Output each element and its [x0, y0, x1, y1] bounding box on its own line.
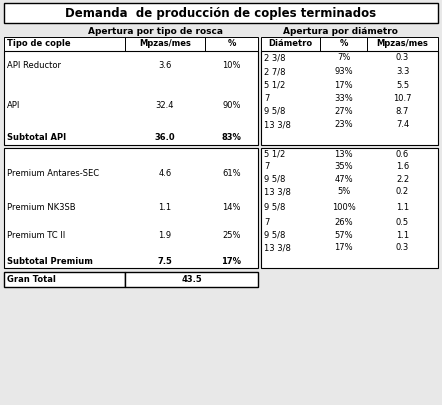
Text: 0.3: 0.3 [396, 53, 409, 62]
Text: 5 1/2: 5 1/2 [264, 81, 285, 90]
Text: 5.5: 5.5 [396, 81, 409, 90]
Text: 17%: 17% [334, 243, 353, 252]
Text: 2 7/8: 2 7/8 [264, 68, 286, 77]
Text: 2.2: 2.2 [396, 175, 409, 184]
Text: %: % [227, 40, 236, 49]
Text: 1.1: 1.1 [396, 230, 409, 239]
Text: Premium Antares-SEC: Premium Antares-SEC [7, 168, 99, 177]
Bar [4, 51, 258, 145]
Bar [261, 148, 438, 268]
Bar [125, 272, 258, 287]
Text: 0.2: 0.2 [396, 187, 409, 196]
Bar [261, 37, 320, 51]
Bar [367, 37, 438, 51]
Text: 3.3: 3.3 [396, 68, 409, 77]
Text: Demanda  de producción de coples terminados: Demanda de producción de coples terminad… [65, 6, 377, 19]
Text: 83%: 83% [221, 134, 241, 143]
Text: 33%: 33% [334, 94, 353, 103]
Text: Mpzas/mes: Mpzas/mes [377, 40, 428, 49]
Text: Premium TC II: Premium TC II [7, 230, 65, 239]
Text: 7: 7 [264, 218, 269, 227]
Text: 35%: 35% [334, 162, 353, 171]
Text: 7.5: 7.5 [157, 256, 172, 266]
Text: 7%: 7% [337, 53, 350, 62]
Text: 1.1: 1.1 [158, 202, 171, 211]
Text: 26%: 26% [334, 218, 353, 227]
Text: API: API [7, 100, 20, 109]
Text: 17%: 17% [334, 81, 353, 90]
Text: Diámetro: Diámetro [268, 40, 312, 49]
Text: 23%: 23% [334, 120, 353, 129]
Text: Apertura por diámetro: Apertura por diámetro [282, 26, 397, 36]
Text: Premium NK3SB: Premium NK3SB [7, 202, 76, 211]
Text: 93%: 93% [334, 68, 353, 77]
Text: 90%: 90% [222, 100, 241, 109]
Text: Apertura por tipo de rosca: Apertura por tipo de rosca [88, 26, 222, 36]
Text: 13%: 13% [334, 150, 353, 159]
Bar [4, 3, 438, 23]
Text: 27%: 27% [334, 107, 353, 116]
Text: 13 3/8: 13 3/8 [264, 187, 291, 196]
Text: 14%: 14% [222, 202, 241, 211]
Text: 2 3/8: 2 3/8 [264, 53, 286, 62]
Text: 1.1: 1.1 [396, 202, 409, 211]
Text: 1.6: 1.6 [396, 162, 409, 171]
Text: 9 5/8: 9 5/8 [264, 107, 286, 116]
Text: 0.3: 0.3 [396, 243, 409, 252]
Text: 17%: 17% [221, 256, 241, 266]
Bar [320, 37, 367, 51]
Text: 0.5: 0.5 [396, 218, 409, 227]
Text: 13 3/8: 13 3/8 [264, 120, 291, 129]
Bar [205, 37, 258, 51]
Text: 5 1/2: 5 1/2 [264, 150, 285, 159]
Bar [4, 148, 258, 268]
Text: 9 5/8: 9 5/8 [264, 230, 286, 239]
Text: 9 5/8: 9 5/8 [264, 175, 286, 184]
Text: 4.6: 4.6 [158, 168, 171, 177]
Bar [4, 272, 125, 287]
Text: 25%: 25% [222, 230, 241, 239]
Text: Mpzas/mes: Mpzas/mes [139, 40, 191, 49]
Text: 13 3/8: 13 3/8 [264, 243, 291, 252]
Text: 10.7: 10.7 [393, 94, 412, 103]
Text: 7.4: 7.4 [396, 120, 409, 129]
Text: Tipo de cople: Tipo de cople [7, 40, 71, 49]
Text: 10%: 10% [222, 60, 241, 70]
Bar [4, 37, 125, 51]
Text: 36.0: 36.0 [155, 134, 175, 143]
Text: 8.7: 8.7 [396, 107, 409, 116]
Text: Subtotal Premium: Subtotal Premium [7, 256, 93, 266]
Text: 3.6: 3.6 [158, 60, 171, 70]
Text: 47%: 47% [334, 175, 353, 184]
Bar [261, 51, 438, 145]
Text: Gran Total: Gran Total [7, 275, 56, 284]
Text: 7: 7 [264, 162, 269, 171]
Text: %: % [339, 40, 348, 49]
Text: 61%: 61% [222, 168, 241, 177]
Text: Subtotal API: Subtotal API [7, 134, 66, 143]
Text: 43.5: 43.5 [181, 275, 202, 284]
Text: 5%: 5% [337, 187, 350, 196]
Text: 57%: 57% [334, 230, 353, 239]
Text: 9 5/8: 9 5/8 [264, 202, 286, 211]
Text: 32.4: 32.4 [156, 100, 174, 109]
Text: 0.6: 0.6 [396, 150, 409, 159]
Text: 7: 7 [264, 94, 269, 103]
Text: API Reductor: API Reductor [7, 60, 61, 70]
Text: 100%: 100% [332, 202, 355, 211]
Text: 1.9: 1.9 [158, 230, 171, 239]
Bar [125, 37, 205, 51]
